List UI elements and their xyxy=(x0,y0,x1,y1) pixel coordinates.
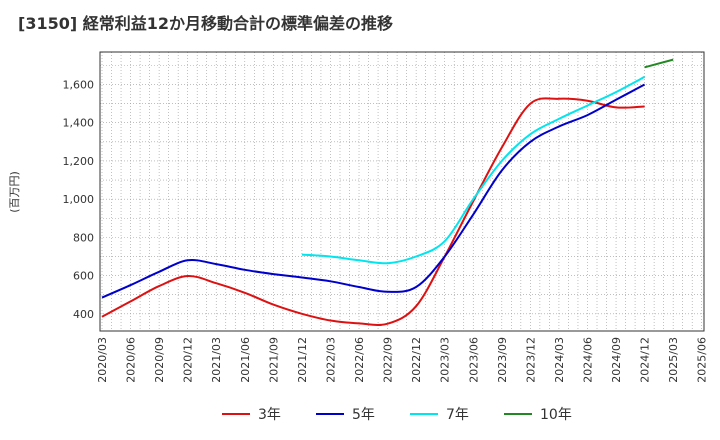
y-tick-label: 1,000 xyxy=(63,193,95,206)
legend-label: 3年 xyxy=(258,407,281,423)
x-tick-label: 2022/12 xyxy=(410,337,423,383)
series-line-2 xyxy=(101,83,646,299)
x-tick-label: 2023/03 xyxy=(439,337,452,383)
x-tick-label: 2025/06 xyxy=(696,337,709,383)
series-line-1 xyxy=(101,97,645,327)
legend-label: 5年 xyxy=(352,407,375,423)
x-tick-label: 2024/12 xyxy=(639,337,652,383)
series-line-4 xyxy=(644,58,674,69)
x-tick-label: 2020/03 xyxy=(96,337,109,383)
y-tick-label: 1,200 xyxy=(63,155,95,168)
series-layer xyxy=(101,58,674,327)
x-tick-label: 2023/06 xyxy=(467,337,480,383)
y-ticks: 400 600 800 1,000 1,200 1,400 1,600 xyxy=(63,78,95,320)
y-tick-label: 1,400 xyxy=(63,117,95,130)
x-tick-label: 2023/09 xyxy=(496,337,509,383)
y-axis-label: (百万円) xyxy=(8,171,21,213)
x-tick-label: 2021/03 xyxy=(210,337,223,383)
y-tick-label: 800 xyxy=(73,231,94,244)
x-tick-label: 2020/09 xyxy=(153,337,166,383)
y-tick-label: 400 xyxy=(73,308,94,321)
x-tick-label: 2021/09 xyxy=(267,337,280,383)
y-tick-label: 600 xyxy=(73,270,94,283)
x-ticks: 2020/03 2020/06 2020/09 2020/12 2021/03 2021/… xyxy=(96,337,709,383)
x-tick-label: 2022/06 xyxy=(353,337,366,383)
x-tick-label: 2020/06 xyxy=(125,337,138,383)
x-tick-label: 2024/09 xyxy=(610,337,623,383)
x-tick-label: 2021/12 xyxy=(296,337,309,383)
legend-label: 7年 xyxy=(446,407,469,423)
x-tick-label: 2020/12 xyxy=(182,337,195,383)
x-tick-label: 2021/06 xyxy=(239,337,252,383)
x-tick-label: 2023/12 xyxy=(524,337,537,383)
legend: 3年 5年 7年 10年 xyxy=(222,407,572,423)
y-tick-label: 1,600 xyxy=(63,78,95,91)
series-line-3 xyxy=(301,75,646,265)
x-tick-label: 2025/03 xyxy=(667,337,680,383)
x-tick-label: 2022/03 xyxy=(324,337,337,383)
plot-frame xyxy=(99,51,705,332)
x-tick-label: 2022/09 xyxy=(382,337,395,383)
chart-title: [3150] 経常利益12か月移動合計の標準偏差の推移 xyxy=(18,14,393,33)
legend-label: 10年 xyxy=(540,407,572,423)
x-tick-label: 2024/03 xyxy=(553,337,566,383)
x-tick-label: 2024/06 xyxy=(581,337,594,383)
